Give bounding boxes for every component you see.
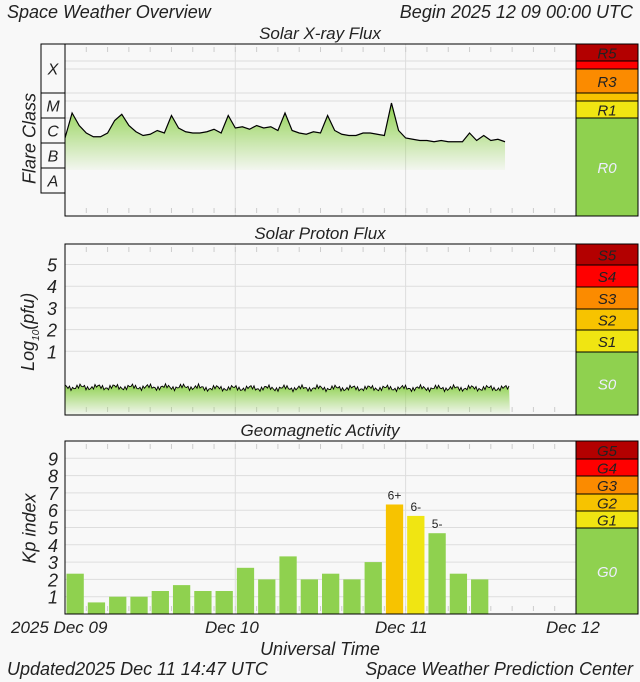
flare-class-M: M [46, 99, 60, 116]
kp-y-tick-9: 9 [48, 449, 58, 469]
x-tick-2: Dec 11 [375, 618, 428, 637]
xray-plot-area [65, 44, 576, 216]
kp-bar [364, 562, 382, 614]
flare-class-C: C [47, 124, 59, 141]
updated-label: Updated [7, 659, 76, 679]
kp-bar [258, 579, 276, 614]
proton-y-tick-4: 4 [47, 277, 57, 297]
kp-bar [215, 590, 233, 614]
kp-bar [66, 573, 84, 614]
kp-y-tick-5: 5 [48, 519, 59, 539]
proton-y-tick-3: 3 [47, 299, 57, 319]
kp-y-tick-7: 7 [48, 484, 59, 504]
xray-flux-fill [65, 103, 506, 170]
begin-time: Begin 2025 12 09 00:00 UTC [400, 2, 633, 23]
kp-bar [343, 579, 361, 614]
xray-scale-label-R0: R0 [597, 160, 617, 177]
org-name: Space Weather Prediction Center [365, 659, 633, 679]
kp-bar [385, 504, 404, 614]
begin-value: 2025 12 09 00:00 UTC [450, 2, 633, 22]
kp-bar [279, 556, 297, 614]
kp-bar [428, 533, 446, 614]
xray-scale-label-R1: R1 [597, 103, 616, 120]
proton-scale-label-S1: S1 [598, 334, 616, 351]
kp-bar [151, 590, 169, 614]
xray-title: Solar X-ray Flux [259, 24, 381, 43]
updated-time: Updated2025 Dec 11 14:47 UTC [7, 659, 268, 680]
xray-flux-line [64, 102, 506, 143]
kp-scale-label-G3: G3 [597, 478, 618, 495]
kp-bar [322, 573, 340, 614]
kp-bar [236, 567, 255, 614]
kp-bar-label: 6+ [388, 488, 402, 502]
proton-scale-label-S5: S5 [598, 248, 617, 265]
kp-y-tick-6: 6 [48, 501, 59, 521]
kp-y-tick-8: 8 [48, 467, 58, 487]
flare-class-X: X [47, 62, 60, 79]
kp-scale-label-G2: G2 [597, 496, 618, 513]
proton-y-tick-5: 5 [47, 256, 58, 276]
proton-scale-label-S4: S4 [598, 269, 616, 286]
proton-scale-band [575, 351, 639, 416]
page-title: Space Weather Overview [7, 2, 211, 22]
xray-scale-band [575, 60, 639, 70]
flare-class-box [40, 43, 66, 94]
begin-label: Begin [399, 2, 446, 22]
geomag-title: Geomagnetic Activity [240, 421, 400, 440]
x-axis-label: Universal Time [260, 639, 380, 659]
kp-y-tick-4: 4 [48, 536, 58, 556]
kp-bar [471, 579, 489, 614]
proton-scale-label-S3: S3 [598, 291, 617, 308]
kp-bar-label: 6- [410, 500, 421, 514]
kp-scale-band [575, 527, 639, 615]
kp-bar [449, 573, 468, 614]
proton-y-tick-2: 2 [46, 321, 57, 341]
kp-scale-label-G4: G4 [597, 461, 617, 478]
kp-bar [87, 602, 106, 614]
kp-bar [300, 579, 318, 614]
kp-bar-label: 5- [432, 517, 443, 531]
flare-class-box [40, 92, 66, 119]
kp-scale-label-G0: G0 [597, 564, 618, 581]
kp-bar [194, 590, 212, 614]
xray-scale-label-R3: R3 [597, 74, 617, 91]
xray-scale-band [575, 92, 639, 102]
flare-class-box [40, 167, 66, 194]
x-tick-1: Dec 10 [205, 618, 259, 637]
proton-flux-line [64, 382, 510, 393]
kp-bar [172, 585, 191, 614]
xray-scale-band [575, 117, 639, 217]
xray-scale-band [575, 68, 639, 94]
proton-scale-label-S0: S0 [598, 377, 617, 394]
xray-scale-label-R5: R5 [597, 46, 617, 63]
proton-title: Solar Proton Flux [254, 224, 386, 243]
flare-class-A: A [47, 174, 59, 191]
proton-flux-fill [65, 383, 510, 415]
flare-class-B: B [48, 149, 59, 166]
kp-scale-label-G1: G1 [597, 513, 617, 530]
kp-y-tick-2: 2 [47, 570, 58, 590]
x-tick-3: Dec 12 [546, 618, 600, 637]
kp-y-tick-1: 1 [48, 588, 58, 608]
kp-bar [130, 596, 148, 614]
flare-class-box [40, 142, 66, 169]
proton-scale-label-S2: S2 [598, 313, 617, 330]
kp-bar [109, 596, 127, 614]
updated-value: 2025 Dec 11 14:47 UTC [75, 659, 268, 679]
kp-scale-label-G5: G5 [597, 443, 618, 460]
proton-y-tick-1: 1 [47, 342, 57, 362]
kp-y-tick-3: 3 [48, 553, 58, 573]
kp-bar [407, 515, 425, 614]
flare-class-box [40, 117, 66, 144]
x-tick-0: 2025 Dec 09 [11, 618, 108, 637]
